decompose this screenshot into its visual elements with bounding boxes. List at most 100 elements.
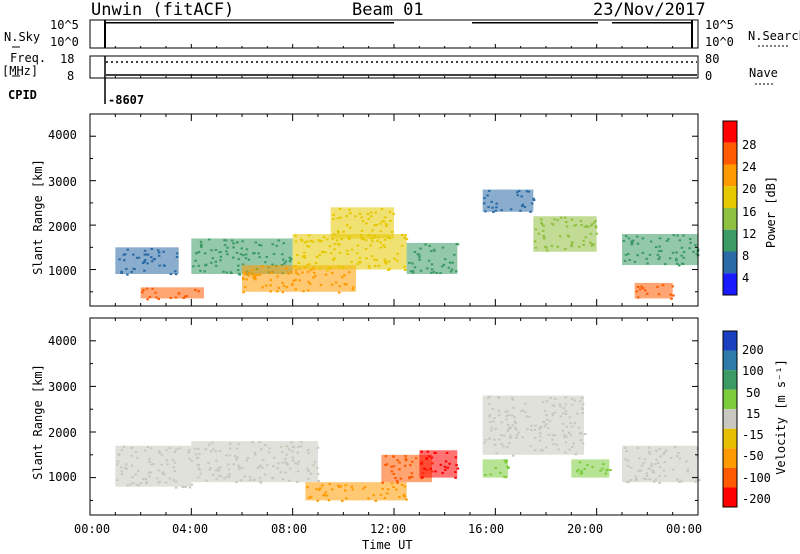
- power-pixel: [210, 249, 213, 252]
- velocity-pixel: [502, 434, 506, 437]
- velocity-pixel: [663, 461, 667, 464]
- velocity-ytick: 3000: [48, 380, 77, 394]
- power-pixel: [282, 242, 286, 245]
- power-pixel: [368, 266, 371, 269]
- velocity-pixel: [513, 420, 517, 423]
- power-pixel: [337, 291, 341, 294]
- power-pixel: [546, 249, 549, 252]
- power-pixel: [247, 274, 251, 277]
- power-pixel: [281, 253, 284, 256]
- power-pixel: [306, 264, 309, 267]
- velocity-pixel: [562, 407, 566, 410]
- power-pixel: [582, 239, 585, 242]
- velocity-pixel: [571, 398, 574, 401]
- power-region: [140, 287, 204, 299]
- velocity-pixel: [505, 418, 508, 421]
- velocity-ytick: 4000: [48, 334, 77, 348]
- power-pixel: [658, 237, 662, 240]
- power-pixel: [487, 206, 490, 209]
- velocity-pixel: [228, 447, 232, 450]
- velocity-pixel: [627, 481, 630, 484]
- power-pixel: [376, 239, 379, 242]
- velocity-pixel: [408, 477, 411, 480]
- power-pixel: [424, 243, 427, 246]
- power-pixel: [400, 244, 404, 247]
- power-pixel: [649, 240, 653, 243]
- velocity-pixel: [226, 463, 230, 466]
- power-pixel: [369, 244, 373, 247]
- velocity-pixel: [497, 397, 501, 400]
- velocity-pixel: [204, 448, 208, 451]
- power-pixel: [308, 282, 312, 285]
- power-pixel: [417, 253, 421, 256]
- velocity-pixel: [547, 433, 551, 436]
- velocity-pixel: [506, 465, 509, 468]
- velocity-pixel: [199, 472, 203, 475]
- power-pixel: [174, 270, 177, 273]
- velocity-pixel: [658, 447, 662, 450]
- power-pixel: [375, 224, 378, 227]
- power-pixel: [375, 259, 378, 262]
- velocity-pixel: [454, 456, 458, 459]
- velocity-pixel: [484, 438, 488, 441]
- power-pixel: [364, 239, 368, 242]
- velocity-pixel: [655, 458, 658, 461]
- power-pixel: [675, 251, 678, 254]
- velocity-pixel: [599, 469, 602, 472]
- velocity-pixel: [147, 471, 151, 474]
- velocity-pixel: [657, 462, 660, 465]
- power-pixel: [347, 238, 351, 241]
- power-pixel: [658, 256, 661, 259]
- power-pixel: [360, 229, 364, 232]
- velocity-pixel: [218, 449, 222, 452]
- velocity-pixel: [659, 455, 662, 458]
- velocity-pixel: [296, 451, 300, 454]
- power-pixel: [209, 261, 213, 264]
- power-pixel: [345, 214, 349, 217]
- velocity-pixel: [428, 455, 431, 458]
- power-pixel: [303, 254, 306, 257]
- power-pixel: [192, 265, 195, 268]
- velocity-pixel: [662, 453, 665, 456]
- power-region: [482, 189, 534, 212]
- power-pixel: [582, 243, 585, 246]
- power-pixel: [483, 197, 486, 200]
- power-pixel: [271, 263, 274, 266]
- power-pixel: [174, 296, 178, 299]
- power-pixel: [282, 284, 286, 287]
- velocity-pixel: [158, 451, 162, 454]
- velocity-pixel: [448, 462, 451, 465]
- power-pixel: [694, 244, 697, 247]
- power-colorbar-segment: [723, 229, 737, 252]
- power-pixel: [430, 263, 434, 266]
- power-pixel: [281, 281, 284, 284]
- velocity-pixel: [677, 451, 680, 454]
- velocity-pixel: [219, 466, 222, 469]
- power-pixel: [654, 246, 658, 249]
- power-pixel: [550, 222, 554, 225]
- power-pixel: [584, 236, 588, 239]
- power-pixel: [146, 253, 150, 256]
- velocity-pixel: [497, 438, 501, 441]
- power-pixel: [675, 262, 679, 265]
- velocity-pixel: [675, 454, 679, 457]
- power-pixel: [657, 258, 661, 261]
- velocity-pixel: [317, 488, 321, 491]
- power-pixel: [317, 239, 320, 242]
- power-pixel: [689, 241, 692, 244]
- power-pixel: [224, 239, 228, 242]
- velocity-pixel: [533, 428, 537, 431]
- power-pixel: [382, 243, 385, 246]
- velocity-pixel: [394, 477, 397, 480]
- velocity-pixel: [685, 460, 688, 463]
- power-pixel: [130, 270, 133, 273]
- velocity-pixel: [487, 437, 491, 440]
- velocity-pixel: [645, 474, 649, 477]
- velocity-pixel: [642, 462, 645, 465]
- velocity-pixel: [284, 457, 287, 460]
- power-pixel: [529, 210, 532, 213]
- velocity-pixel: [259, 464, 262, 467]
- velocity-pixel: [184, 486, 187, 489]
- power-pixel: [374, 211, 377, 214]
- power-pixel: [203, 270, 207, 273]
